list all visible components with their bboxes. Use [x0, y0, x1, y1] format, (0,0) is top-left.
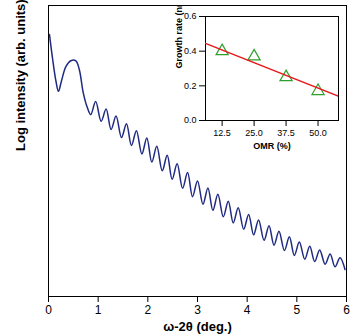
svg-text:0.2: 0.2	[184, 81, 197, 91]
svg-text:3: 3	[194, 303, 201, 317]
svg-text:25.0: 25.0	[245, 128, 263, 138]
svg-text:ω-2θ (deg.): ω-2θ (deg.)	[163, 319, 232, 334]
svg-text:37.5: 37.5	[277, 128, 295, 138]
svg-text:0.4: 0.4	[184, 46, 197, 56]
svg-text:2: 2	[144, 303, 151, 317]
svg-text:5: 5	[293, 303, 300, 317]
svg-text:6: 6	[343, 303, 350, 317]
svg-text:0.0: 0.0	[184, 115, 197, 125]
svg-text:0.6: 0.6	[184, 11, 197, 21]
svg-text:Growth rate (nm/min): Growth rate (nm/min)	[174, 6, 184, 69]
svg-text:Log intensity (arb. units): Log intensity (arb. units)	[13, 0, 28, 151]
svg-text:12.5: 12.5	[213, 128, 231, 138]
svg-text:1: 1	[95, 303, 102, 317]
svg-text:0: 0	[45, 303, 52, 317]
svg-text:4: 4	[244, 303, 251, 317]
svg-text:50.0: 50.0	[309, 128, 327, 138]
svg-text:OMR (%): OMR (%)	[253, 141, 291, 151]
